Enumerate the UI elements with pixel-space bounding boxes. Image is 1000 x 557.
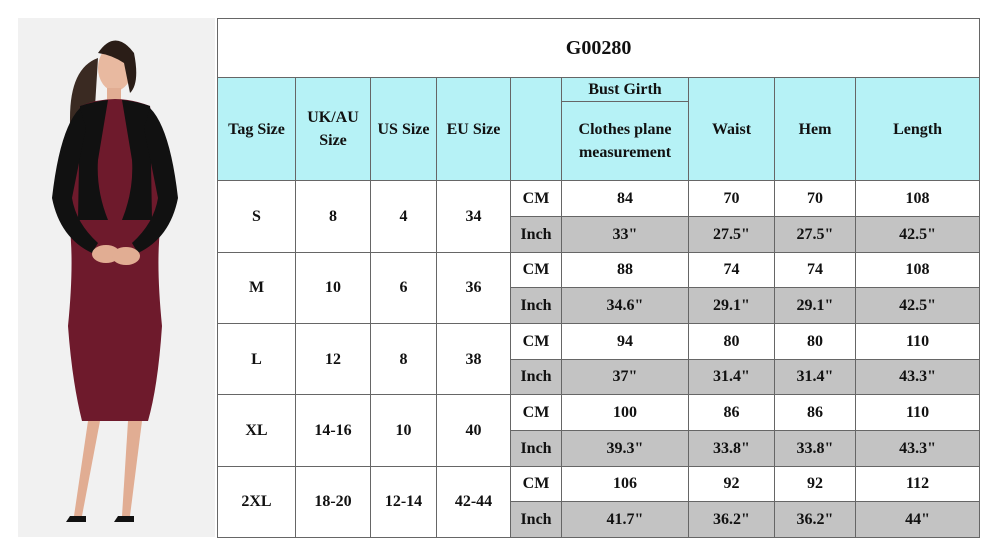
measure-cell: 34.6": [561, 287, 689, 324]
measure-cell: 27.5": [774, 215, 856, 253]
measure-cell: 70: [688, 180, 775, 217]
column-header: Tag Size: [217, 76, 296, 182]
column-header: Waist: [688, 76, 775, 182]
unit-cell: Inch: [510, 430, 562, 467]
column-header: Bust Girth: [561, 76, 689, 103]
measure-cell: 44": [854, 501, 981, 539]
unit-cell: CM: [510, 322, 562, 360]
size-cell: 10: [295, 251, 371, 324]
product-photo: [18, 18, 215, 537]
size-cell: 12-14: [370, 465, 437, 539]
size-cell: 34: [436, 180, 511, 253]
measure-cell: 94: [561, 322, 689, 360]
column-header-blank: [510, 76, 562, 182]
measure-cell: 106: [561, 465, 689, 503]
measure-cell: 29.1": [774, 287, 856, 324]
column-header: EU Size: [436, 76, 511, 182]
table-row: M 10 6 36 CM 88 74 74 108: [217, 251, 981, 324]
measure-cell: 31.4": [688, 358, 775, 396]
measure-cell: 36.2": [774, 501, 856, 539]
unit-cell: CM: [510, 465, 562, 503]
size-cell: 42-44: [436, 465, 511, 539]
measure-cell: 112: [854, 465, 981, 503]
measure-cell: 86: [774, 394, 856, 431]
measure-cell: 88: [561, 251, 689, 289]
column-header: Length: [854, 76, 981, 182]
size-cell: 12: [295, 322, 371, 396]
size-cell: 14-16: [295, 394, 371, 467]
measure-cell: 37": [561, 358, 689, 396]
table-row: Inch 39.3" 33.8" 33.8" 43.3": [218, 430, 981, 467]
unit-cell: CM: [510, 251, 562, 289]
measure-cell: 86: [688, 394, 775, 431]
size-table: G00280 Tag Size UK/AU Size US Size EU Size Bu…: [216, 18, 981, 539]
size-cell: M: [217, 251, 296, 324]
measure-cell: 36.2": [688, 501, 775, 539]
measure-cell: 74: [688, 251, 775, 289]
size-cell: S: [217, 180, 296, 253]
measure-cell: 70: [774, 180, 856, 217]
table-row: Inch 34.6" 29.1" 29.1" 42.5": [218, 287, 981, 324]
size-cell: 8: [370, 322, 437, 396]
table-row: S 8 4 34 CM 84 70 70 108: [217, 180, 981, 253]
measure-cell: 108: [854, 251, 981, 289]
measure-cell: 33.8": [774, 430, 856, 467]
unit-cell: Inch: [510, 287, 562, 324]
measure-cell: 43.3": [854, 358, 981, 396]
size-cell: 38: [436, 322, 511, 396]
measure-cell: 92: [774, 465, 856, 503]
measure-cell: 80: [774, 322, 856, 360]
measure-cell: 33": [561, 215, 689, 253]
unit-cell: CM: [510, 180, 562, 217]
measure-cell: 43.3": [854, 430, 981, 467]
unit-cell: Inch: [510, 215, 562, 253]
measure-cell: 108: [854, 180, 981, 217]
size-cell: 40: [436, 394, 511, 467]
measure-cell: 27.5": [688, 215, 775, 253]
size-cell: 8: [295, 180, 371, 253]
table-row: Inch 33" 27.5" 27.5" 42.5": [218, 215, 981, 253]
size-cell: 2XL: [217, 465, 296, 539]
table-row: Clothes plane measurement: [218, 101, 980, 182]
measure-cell: 110: [854, 394, 981, 431]
column-header: Hem: [774, 76, 856, 182]
measure-cell: 41.7": [561, 501, 689, 539]
size-cell: 36: [436, 251, 511, 324]
table-row: G00280: [216, 18, 981, 78]
column-header: US Size: [370, 76, 437, 182]
measure-cell: 29.1": [688, 287, 775, 324]
column-subheader: Clothes plane measurement: [561, 101, 689, 182]
measure-cell: 74: [774, 251, 856, 289]
measure-cell: 33.8": [688, 430, 775, 467]
measure-cell: 84: [561, 180, 689, 217]
size-cell: 10: [370, 394, 437, 467]
table-row: Tag Size UK/AU Size US Size EU Size Bust Gir…: [217, 76, 981, 182]
unit-cell: Inch: [510, 358, 562, 396]
measure-cell: 31.4": [774, 358, 856, 396]
table-title: G00280: [216, 18, 981, 78]
unit-cell: CM: [510, 394, 562, 431]
size-cell: 18-20: [295, 465, 371, 539]
size-cell: XL: [217, 394, 296, 467]
measure-cell: 110: [854, 322, 981, 360]
column-header: UK/AU Size: [295, 76, 371, 182]
measure-cell: 42.5": [854, 215, 981, 253]
unit-cell: Inch: [510, 501, 562, 539]
size-cell: 6: [370, 251, 437, 324]
measure-cell: 39.3": [561, 430, 689, 467]
table-row: 2XL 18-20 12-14 42-44 CM 106 92 92 112: [217, 465, 981, 539]
measure-cell: 92: [688, 465, 775, 503]
size-cell: L: [217, 322, 296, 396]
measure-cell: 80: [688, 322, 775, 360]
size-cell: 4: [370, 180, 437, 253]
measure-cell: 100: [561, 394, 689, 431]
measure-cell: 42.5": [854, 287, 981, 324]
table-row: L 12 8 38 CM 94 80 80 110: [217, 322, 981, 396]
table-row: Inch 41.7" 36.2" 36.2" 44": [218, 501, 981, 539]
table-row: XL 14-16 10 40 CM 100 86 86 110: [217, 394, 981, 467]
